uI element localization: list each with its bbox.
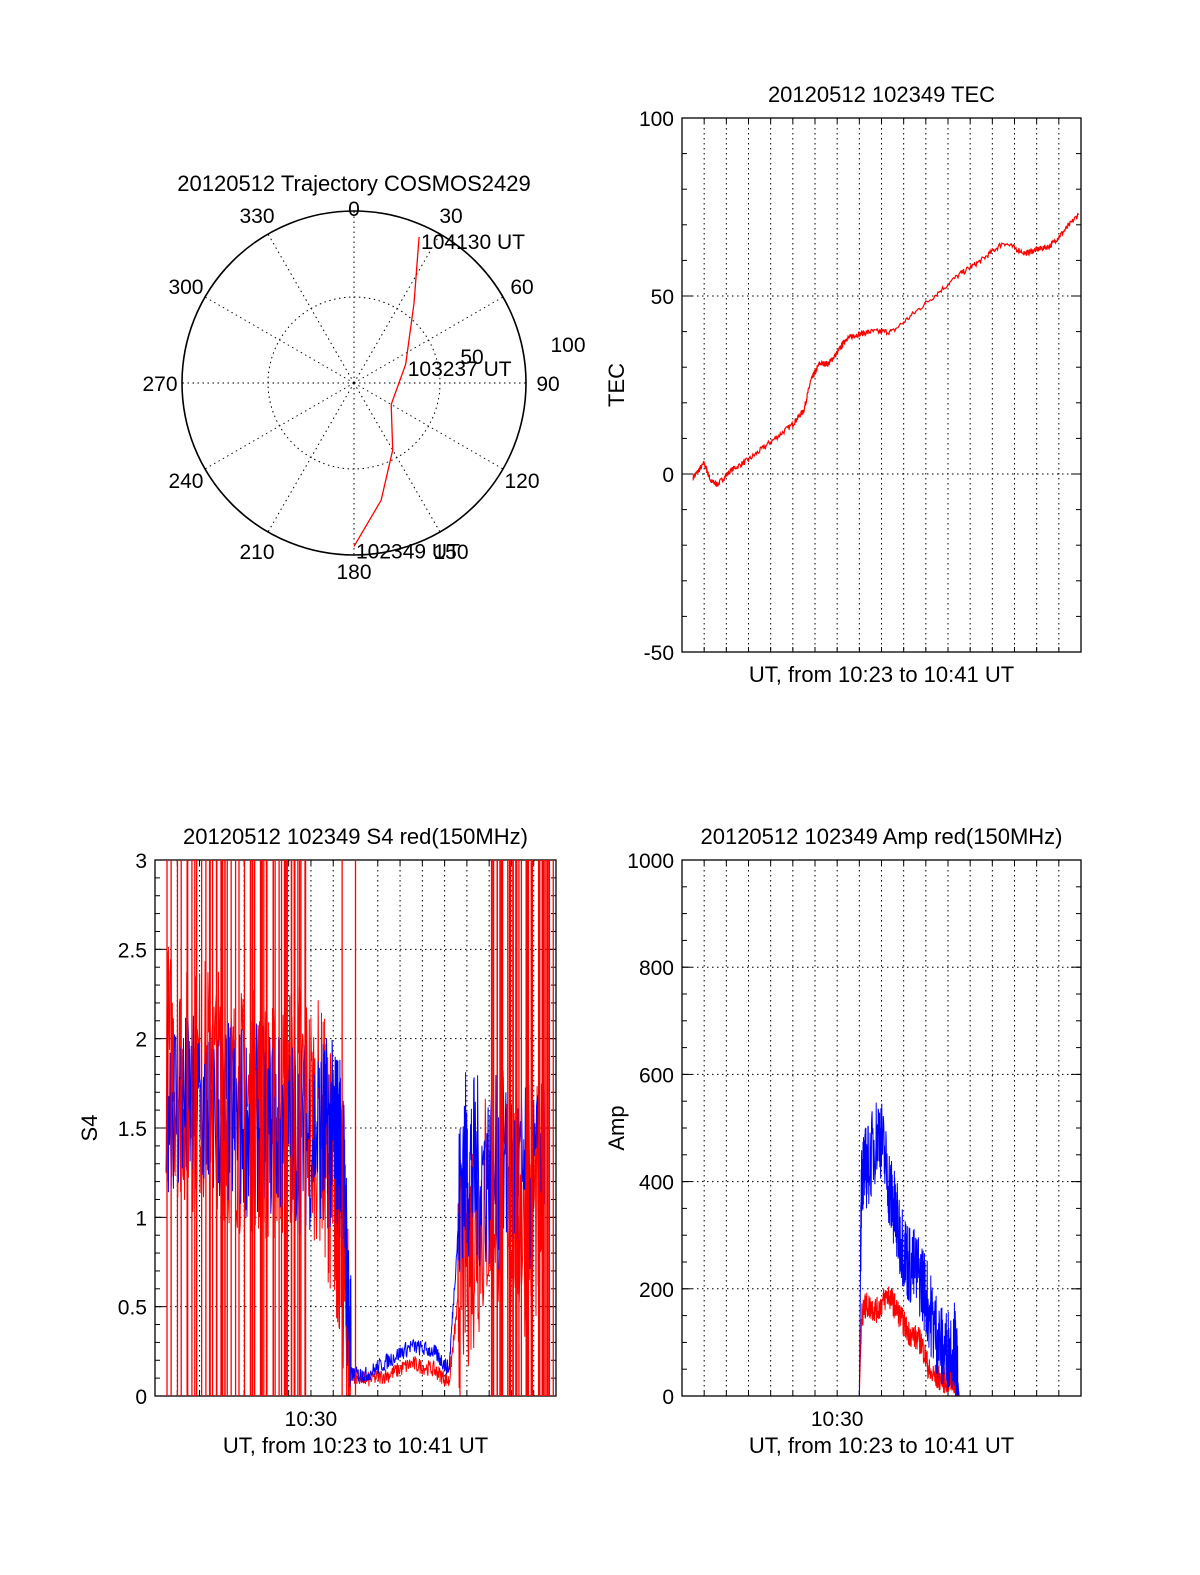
y-tick-label: 0.5 [118,1297,147,1320]
polar-angle-label: 300 [168,276,203,299]
series-line-1 [693,1102,1079,1397]
panel-title: 20120512 102349 S4 red(150MHz) [183,824,528,849]
panel-title: 20120512 102349 TEC [768,82,995,107]
panel-title: 20120512 102349 Amp red(150MHz) [700,824,1062,849]
y-tick-label: -50 [644,642,674,665]
y-tick-label: 0 [662,1386,674,1409]
polar-spoke [267,233,355,384]
plot-frame [681,117,1082,653]
y-tick-label: 800 [639,957,674,980]
chart-panel-3 [681,859,1082,1397]
series-line-1 [165,1006,546,1387]
polar-title: 20120512 Trajectory COSMOS2429 [177,171,530,196]
x-axis-label: UT, from 10:23 to 10:41 UT [223,1433,488,1458]
polar-spoke [267,382,355,533]
polar-angle-label: 0 [348,198,360,221]
polar-angle-label: 150 [433,541,468,564]
polar-spoke [353,233,441,384]
chart-panel-1 [681,117,1082,653]
y-tick-label: 100 [639,108,674,131]
plot-frame [681,859,1082,1397]
trajectory-line [353,236,420,547]
polar-angle-label: 330 [239,205,274,228]
polar-radial-label-100: 100 [550,334,585,357]
x-tick-label: 10:30 [811,1408,864,1431]
y-tick-label: 2 [135,1029,147,1052]
y-tick-label: 400 [639,1172,674,1195]
y-axis-label: Amp [604,1105,629,1150]
polar-outer-circle [181,210,527,556]
polar-angle-label: 120 [504,470,539,493]
series-line-0 [692,212,1080,487]
y-tick-label: 2.5 [118,939,147,962]
y-tick-label: 50 [651,286,674,309]
y-tick-label: 3 [135,850,147,873]
y-axis-label: S4 [77,1115,102,1142]
polar-angle-label: 240 [168,470,203,493]
polar-spoke [204,296,355,384]
polar-angle-label: 30 [439,205,462,228]
polar-angle-label: 60 [510,276,533,299]
polar-spoke [353,296,504,384]
trajectory-time-label: 104130 UT [421,231,525,254]
polar-radial-label-50: 50 [460,346,483,369]
y-tick-label: 1 [135,1207,147,1230]
polar-spoke [353,382,504,470]
y-tick-label: 1.5 [118,1118,147,1141]
x-axis-label: UT, from 10:23 to 10:41 UT [749,1433,1014,1458]
trajectory-time-label: 103237 UT [408,358,512,381]
polar-angle-label: 210 [239,541,274,564]
polar-chart [181,210,527,556]
chart-panel-2 [154,859,557,1397]
trajectory-time-label: 102349 UT [356,540,460,563]
y-tick-label: 0 [135,1386,147,1409]
polar-spoke [204,382,355,470]
polar-angle-label: 180 [336,561,371,584]
x-tick-label: 10:30 [285,1408,338,1431]
y-tick-label: 600 [639,1064,674,1087]
polar-angle-label: 270 [142,373,177,396]
y-tick-label: 1000 [627,850,674,873]
series-line-0 [693,1286,1079,1397]
x-axis-label: UT, from 10:23 to 10:41 UT [749,662,1014,687]
polar-spoke [353,382,441,533]
y-axis-label: TEC [604,363,629,407]
y-tick-label: 0 [662,464,674,487]
polar-angle-label: 90 [536,373,559,396]
y-tick-label: 200 [639,1279,674,1302]
